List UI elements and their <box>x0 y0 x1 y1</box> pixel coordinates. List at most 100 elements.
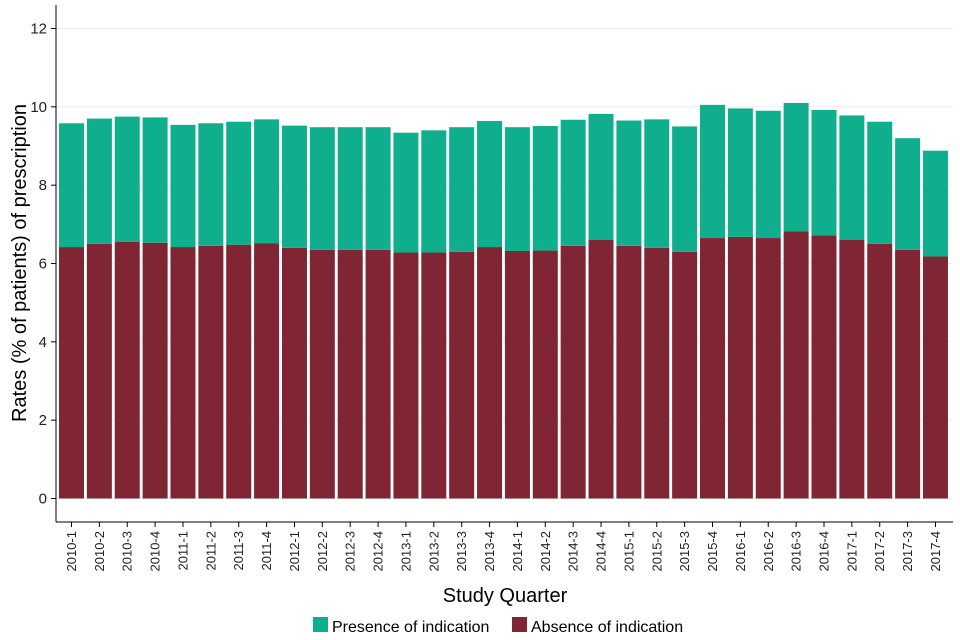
x-tick-label-2017-4: 2017-4 <box>928 531 943 571</box>
x-tick-label-2013-4: 2013-4 <box>482 531 497 571</box>
bar-absence-2015-3 <box>672 251 698 499</box>
bar-absence-2012-4 <box>365 249 391 499</box>
bar-presence-2012-1 <box>281 125 307 248</box>
bar-absence-2015-4 <box>700 238 726 499</box>
bar-presence-2016-4 <box>811 109 837 236</box>
bar-absence-2013-1 <box>393 252 419 499</box>
bar-presence-2016-1 <box>727 108 753 237</box>
x-tick-label-2012-3: 2012-3 <box>343 531 358 571</box>
x-tick-label-2012-4: 2012-4 <box>371 531 386 571</box>
bar-presence-2011-1 <box>170 124 196 248</box>
bar-presence-2015-3 <box>672 126 698 252</box>
bar-presence-2014-2 <box>532 126 558 251</box>
y-tick-label-12: 12 <box>30 21 47 38</box>
bar-absence-2014-3 <box>560 245 586 499</box>
bar-presence-2014-1 <box>504 127 530 251</box>
bar-absence-2017-4 <box>922 256 948 499</box>
bar-presence-2016-3 <box>783 102 809 232</box>
bar-absence-2015-1 <box>616 245 642 499</box>
bar-absence-2012-3 <box>337 249 363 499</box>
x-tick-label-2011-2: 2011-2 <box>203 531 218 571</box>
y-tick-label-2: 2 <box>39 412 47 429</box>
bar-presence-2010-2 <box>86 118 112 244</box>
x-tick-label-2010-2: 2010-2 <box>92 531 107 571</box>
x-axis-title: Study Quarter <box>443 585 568 607</box>
y-tick-label-4: 4 <box>39 334 47 351</box>
x-tick-label-2014-3: 2014-3 <box>566 531 581 571</box>
bar-presence-2010-1 <box>59 123 84 248</box>
bar-presence-2015-4 <box>700 104 726 239</box>
x-tick-label-2016-3: 2016-3 <box>789 531 804 571</box>
bar-presence-2014-4 <box>588 113 614 240</box>
bar-absence-2014-4 <box>588 240 614 499</box>
x-tick-label-2017-2: 2017-2 <box>872 531 887 571</box>
x-tick-label-2015-4: 2015-4 <box>705 531 720 571</box>
bar-absence-2012-2 <box>309 249 335 499</box>
legend: Presence of indication Absence of indicat… <box>313 617 683 636</box>
y-axis-title: Rates (% of patients) of prescription <box>9 104 31 422</box>
bar-absence-2017-3 <box>895 249 921 499</box>
x-tick-label-2013-1: 2013-1 <box>398 531 413 571</box>
bar-presence-2010-3 <box>114 116 140 242</box>
bar-presence-2013-4 <box>477 120 503 248</box>
x-tick-label-2010-4: 2010-4 <box>148 531 163 571</box>
bar-presence-2017-1 <box>839 115 865 240</box>
bar-absence-2012-1 <box>281 247 307 499</box>
x-tick-label-2013-3: 2013-3 <box>454 531 469 571</box>
bar-presence-2011-4 <box>254 119 280 244</box>
x-tick-label-2010-3: 2010-3 <box>120 531 135 571</box>
bar-absence-2016-1 <box>727 236 753 499</box>
bar-absence-2010-2 <box>86 243 112 499</box>
bar-presence-2015-1 <box>616 120 642 246</box>
bar-absence-2011-1 <box>170 247 196 499</box>
x-tick-label-2017-1: 2017-1 <box>844 531 859 571</box>
legend-swatch-presence <box>313 617 328 632</box>
x-tick-label-2015-3: 2015-3 <box>677 531 692 571</box>
bar-presence-2013-3 <box>449 127 475 252</box>
x-tick-label-2011-4: 2011-4 <box>259 531 274 571</box>
y-tick-label-0: 0 <box>39 491 47 508</box>
bar-presence-2017-2 <box>867 121 893 244</box>
bar-presence-2012-2 <box>309 127 335 250</box>
x-tick-label-2011-3: 2011-3 <box>231 531 246 571</box>
x-tick-label-2011-1: 2011-1 <box>175 531 190 571</box>
bar-presence-2012-3 <box>337 127 363 250</box>
bar-presence-2017-3 <box>895 138 921 250</box>
bar-presence-2011-2 <box>198 123 224 246</box>
bar-absence-2010-3 <box>114 241 140 499</box>
x-tick-label-2015-1: 2015-1 <box>621 531 636 571</box>
bar-series <box>59 102 948 499</box>
bar-absence-2010-1 <box>59 247 84 499</box>
x-tick-label-2014-2: 2014-2 <box>538 531 553 571</box>
x-tick-label-2016-4: 2016-4 <box>816 531 831 571</box>
y-tick-label-6: 6 <box>39 256 47 273</box>
bar-presence-2016-2 <box>755 110 781 239</box>
y-tick-label-8: 8 <box>39 177 47 194</box>
x-ticks: 2010-1 2010-2 2010-3 2010-4 2011-1 2011-2 2011… <box>64 522 943 571</box>
bar-presence-2014-3 <box>560 119 586 246</box>
legend-label-presence: Presence of indication <box>332 619 489 636</box>
bar-absence-2017-1 <box>839 240 865 499</box>
bar-absence-2013-4 <box>477 247 503 499</box>
legend-label-absence: Absence of indication <box>531 619 683 636</box>
bar-absence-2016-4 <box>811 235 837 499</box>
bar-absence-2013-2 <box>421 252 447 499</box>
bar-absence-2011-2 <box>198 245 224 499</box>
x-tick-label-2012-2: 2012-2 <box>315 531 330 571</box>
bar-absence-2017-2 <box>867 243 893 499</box>
x-tick-label-2016-2: 2016-2 <box>761 531 776 571</box>
legend-swatch-absence <box>512 617 527 632</box>
x-tick-label-2017-3: 2017-3 <box>900 531 915 571</box>
bar-presence-2012-4 <box>365 127 391 250</box>
bar-absence-2016-2 <box>755 238 781 499</box>
bar-absence-2013-3 <box>449 251 475 499</box>
bar-presence-2013-2 <box>421 130 447 253</box>
x-tick-label-2012-1: 2012-1 <box>287 531 302 571</box>
bar-presence-2010-4 <box>142 117 168 243</box>
bar-absence-2011-4 <box>254 243 280 499</box>
bar-absence-2010-4 <box>142 242 168 499</box>
x-tick-label-2014-4: 2014-4 <box>594 531 609 571</box>
x-tick-label-2016-1: 2016-1 <box>733 531 748 571</box>
bar-presence-2015-2 <box>644 119 670 248</box>
